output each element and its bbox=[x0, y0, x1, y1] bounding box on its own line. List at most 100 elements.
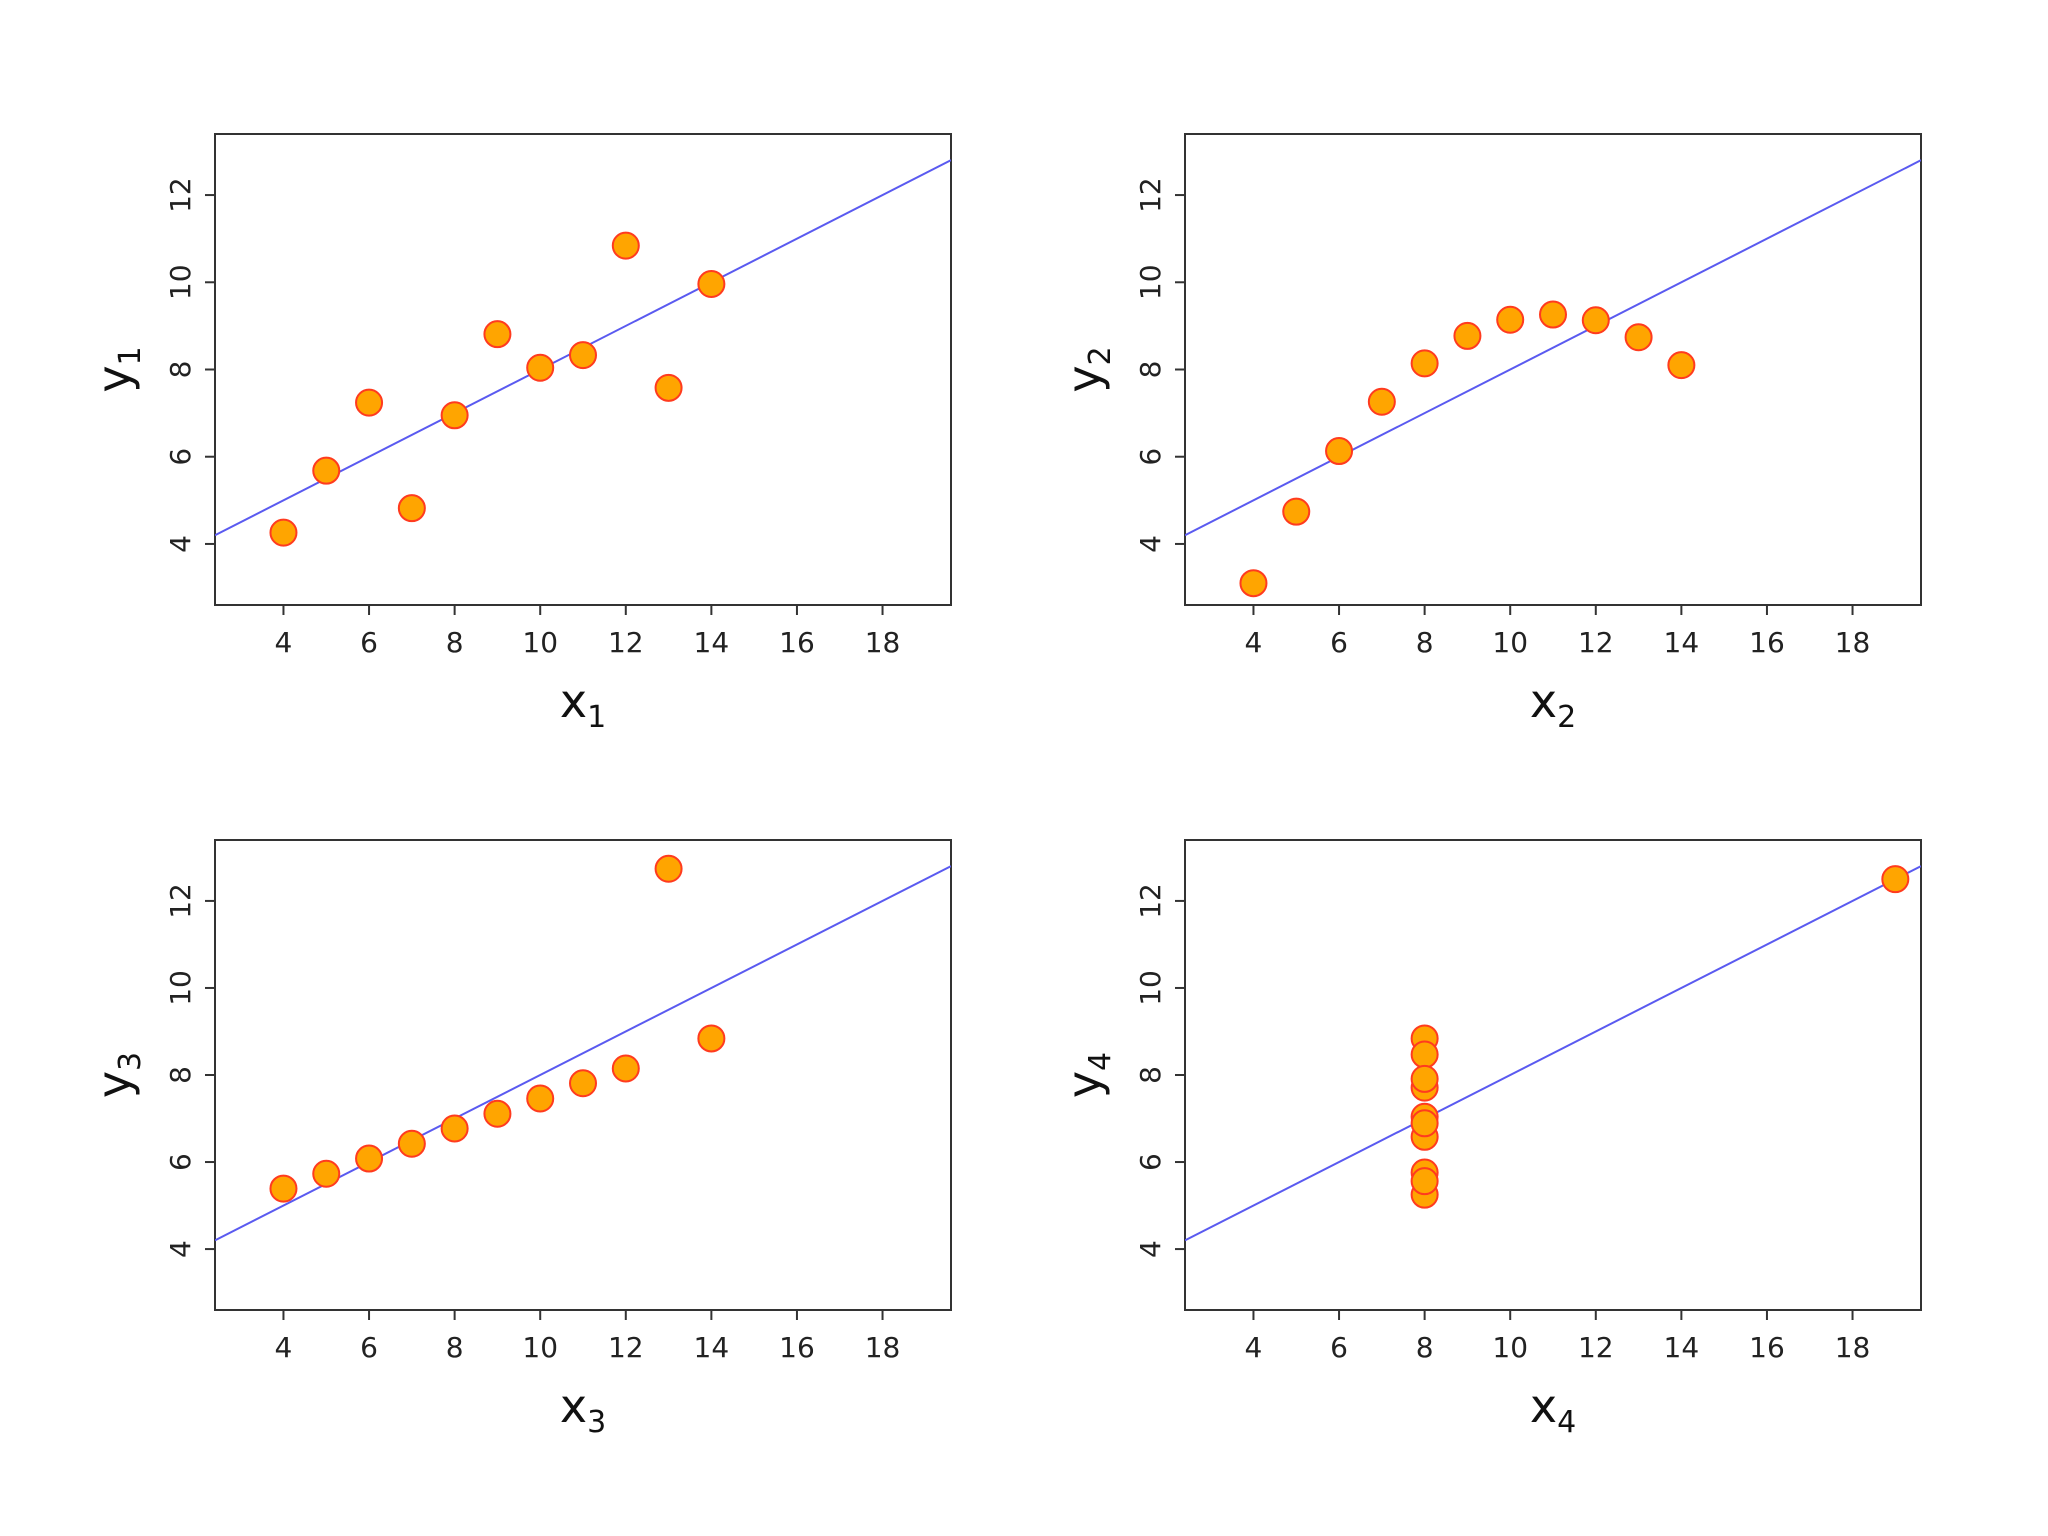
y-tick-label: 8 bbox=[1134, 1066, 1167, 1084]
x-tick-label: 10 bbox=[1492, 1331, 1528, 1364]
x-tick-label: 8 bbox=[1416, 626, 1434, 659]
x-tick-label: 16 bbox=[1749, 1331, 1785, 1364]
x-tick-label: 6 bbox=[1330, 626, 1348, 659]
y-axis-label: y4 bbox=[1057, 1052, 1118, 1098]
y-tick-label: 6 bbox=[1134, 448, 1167, 466]
x-tick-label: 10 bbox=[522, 626, 558, 659]
y-tick-label: 8 bbox=[164, 1066, 197, 1084]
data-point bbox=[483, 1099, 512, 1128]
y-tick-label: 6 bbox=[1134, 1153, 1167, 1171]
data-point bbox=[526, 353, 555, 382]
y-tick-label: 6 bbox=[164, 448, 197, 466]
data-point bbox=[569, 1069, 597, 1098]
data-point bbox=[1581, 306, 1610, 335]
regression-line bbox=[1185, 159, 1921, 537]
y-axis-label: y2 bbox=[1057, 346, 1118, 392]
x-tick-label: 12 bbox=[1578, 626, 1614, 659]
data-point bbox=[526, 1084, 555, 1113]
data-point bbox=[1410, 1064, 1439, 1093]
data-point bbox=[1410, 1109, 1439, 1138]
x-tick-label: 10 bbox=[522, 1331, 558, 1364]
x-tick-label: 18 bbox=[865, 626, 901, 659]
data-point bbox=[1410, 1167, 1439, 1196]
x-tick-label: 14 bbox=[694, 626, 730, 659]
regression-line bbox=[1185, 865, 1921, 1242]
data-point bbox=[355, 1144, 384, 1173]
x-tick-label: 14 bbox=[1664, 626, 1700, 659]
data-point bbox=[1539, 300, 1567, 329]
data-point bbox=[397, 494, 426, 523]
x-tick-label: 6 bbox=[1330, 1331, 1348, 1364]
y-tick-label: 4 bbox=[1134, 535, 1167, 553]
data-point bbox=[440, 1114, 469, 1143]
data-point bbox=[483, 320, 512, 349]
x-axis-label: x3 bbox=[560, 1379, 606, 1440]
data-point bbox=[1667, 351, 1696, 380]
x-tick-label: 12 bbox=[608, 626, 644, 659]
x-tick-label: 18 bbox=[865, 1331, 901, 1364]
x-tick-label: 4 bbox=[1245, 626, 1263, 659]
data-point bbox=[569, 341, 597, 370]
data-point bbox=[1881, 865, 1910, 894]
data-point bbox=[1239, 569, 1268, 598]
data-point bbox=[1325, 437, 1354, 466]
data-point bbox=[697, 1024, 726, 1053]
y-tick-label: 8 bbox=[1134, 361, 1167, 379]
y-tick-label: 12 bbox=[1134, 883, 1167, 919]
y-tick-label: 12 bbox=[164, 177, 197, 213]
data-point bbox=[269, 1174, 298, 1203]
x-tick-label: 4 bbox=[275, 1331, 293, 1364]
x-tick-label: 4 bbox=[275, 626, 293, 659]
y-axis-label: y1 bbox=[87, 346, 148, 392]
data-point bbox=[1282, 497, 1311, 526]
x-tick-label: 8 bbox=[446, 626, 464, 659]
y-tick-label: 10 bbox=[164, 970, 197, 1006]
data-point bbox=[312, 456, 341, 485]
y-tick-label: 10 bbox=[1134, 264, 1167, 300]
data-point bbox=[312, 1159, 341, 1188]
data-point bbox=[1453, 321, 1482, 350]
data-point bbox=[611, 231, 640, 260]
data-point bbox=[355, 388, 384, 417]
x-tick-label: 12 bbox=[1578, 1331, 1614, 1364]
x-tick-label: 4 bbox=[1245, 1331, 1263, 1364]
y-tick-label: 10 bbox=[1134, 970, 1167, 1006]
x-tick-label: 12 bbox=[608, 1331, 644, 1364]
y-tick-label: 8 bbox=[164, 361, 197, 379]
data-point bbox=[654, 373, 683, 402]
x-axis-label: x4 bbox=[1530, 1379, 1576, 1440]
x-tick-label: 18 bbox=[1835, 626, 1871, 659]
x-tick-label: 6 bbox=[360, 1331, 378, 1364]
data-point bbox=[1624, 323, 1653, 352]
x-tick-label: 14 bbox=[1664, 1331, 1700, 1364]
data-point bbox=[697, 270, 726, 299]
y-tick-label: 4 bbox=[164, 535, 197, 553]
x-axis-label: x2 bbox=[1530, 674, 1576, 735]
x-tick-label: 16 bbox=[1749, 626, 1785, 659]
x-tick-label: 16 bbox=[779, 626, 815, 659]
y-tick-label: 6 bbox=[164, 1153, 197, 1171]
data-point bbox=[1367, 387, 1396, 416]
y-axis-label: y3 bbox=[87, 1052, 148, 1098]
data-point bbox=[611, 1054, 640, 1083]
y-tick-label: 10 bbox=[164, 264, 197, 300]
x-tick-label: 16 bbox=[779, 1331, 815, 1364]
data-point bbox=[269, 518, 298, 547]
data-point bbox=[1496, 305, 1525, 334]
y-tick-label: 12 bbox=[1134, 177, 1167, 213]
data-point bbox=[440, 401, 469, 430]
x-tick-label: 10 bbox=[1492, 626, 1528, 659]
x-axis-label: x1 bbox=[560, 674, 606, 735]
x-tick-label: 8 bbox=[1416, 1331, 1434, 1364]
x-tick-label: 6 bbox=[360, 626, 378, 659]
y-tick-label: 4 bbox=[1134, 1240, 1167, 1258]
y-tick-label: 12 bbox=[164, 883, 197, 919]
x-tick-label: 18 bbox=[1835, 1331, 1871, 1364]
data-point bbox=[1410, 1040, 1439, 1069]
x-tick-label: 14 bbox=[694, 1331, 730, 1364]
